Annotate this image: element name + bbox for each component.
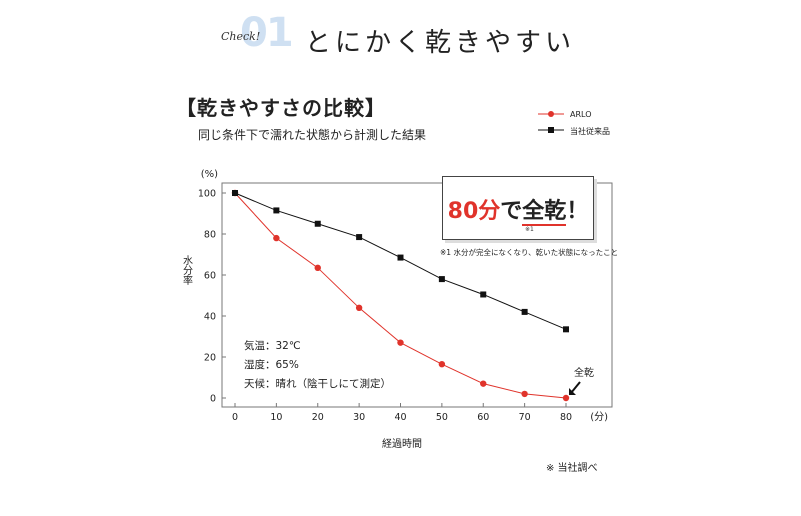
callout-note: ※1 水分が完全になくなり、乾いた状態になったこと [440, 248, 619, 257]
check-label: Check! [221, 30, 261, 43]
series-0-point-7 [521, 390, 528, 398]
x-tick-label-3: 30 [353, 412, 365, 423]
series-0-point-4 [397, 339, 404, 346]
end-point-arrow-shaft [570, 381, 581, 394]
legend-marker-conventional [538, 127, 564, 133]
series-1-point-8 [563, 326, 569, 333]
y-tick-label-4: 80 [204, 230, 216, 241]
x-tick-label-2: 20 [312, 412, 324, 423]
condition-humidity: 湿度：65% [244, 359, 299, 371]
end-point-label: 全乾 [574, 366, 594, 379]
headline: とにかく乾きやすい [305, 28, 576, 58]
x-tick-label-4: 40 [394, 412, 406, 423]
source-note: ※ 当社調べ [546, 463, 598, 474]
callout-particle: で [500, 199, 523, 224]
y-tick-label-3: 60 [204, 271, 216, 282]
y-tick-label-5: 100 [198, 189, 216, 200]
legend-label-conventional: 当社従来品 [570, 127, 610, 136]
series-0-point-2 [314, 264, 321, 272]
series-1-point-0 [232, 190, 238, 196]
series-1-point-4 [397, 254, 404, 261]
legend-label-arlo: ARLO [570, 110, 592, 119]
y-unit-label: (%) [201, 169, 218, 180]
callout-text: 80分で全乾！ [443, 193, 593, 226]
series-1-point-3 [356, 234, 363, 241]
x-tick-label-6: 60 [477, 412, 489, 423]
series-0-point-6 [480, 380, 487, 387]
chart-title: 【乾きやすさの比較】 [176, 96, 386, 120]
x-unit-label: (分) [590, 411, 608, 423]
end-point-arrow-head [569, 388, 576, 395]
y-tick-label-1: 20 [204, 353, 216, 364]
legend-marker-arlo [538, 111, 564, 117]
callout-dry: 全乾 [522, 199, 567, 226]
y-tick-label-2: 40 [204, 312, 216, 323]
page-header: 01 Check! とにかく乾きやすい [0, 0, 801, 70]
x-tick-label-0: 0 [232, 412, 238, 423]
x-tick-label-7: 70 [519, 412, 531, 423]
callout-time: 80分 [447, 199, 501, 224]
y-axis-label: 水分率 [181, 255, 193, 286]
chart-subtitle: 同じ条件下で濡れた状態から計測した結果 [198, 128, 427, 142]
callout-box: 80分で全乾！ ※1 [442, 176, 594, 240]
series-0-point-1 [273, 234, 280, 242]
series-1-point-2 [314, 220, 321, 227]
x-tick-label-1: 10 [270, 412, 282, 423]
x-tick-label-8: 80 [560, 412, 572, 423]
series-1-point-7 [521, 308, 528, 315]
series-0-point-8 [562, 394, 570, 402]
x-tick-label-5: 50 [436, 412, 448, 423]
y-tick-label-0: 0 [210, 394, 216, 405]
series-1-point-1 [273, 207, 280, 214]
series-0-point-0 [231, 189, 239, 197]
x-axis-label: 経過時間 [382, 437, 422, 450]
series-1-point-5 [438, 276, 445, 283]
callout-ref: ※1 [525, 226, 534, 233]
series-0-point-5 [438, 360, 446, 368]
series-0-point-3 [355, 304, 363, 311]
callout-mark: ！ [566, 199, 589, 224]
check-number: 01 [240, 10, 294, 56]
condition-weather: 天候：晴れ（陰干しにて測定） [244, 378, 391, 390]
condition-temperature: 気温：32℃ [244, 340, 301, 352]
series-1-point-6 [480, 291, 487, 298]
